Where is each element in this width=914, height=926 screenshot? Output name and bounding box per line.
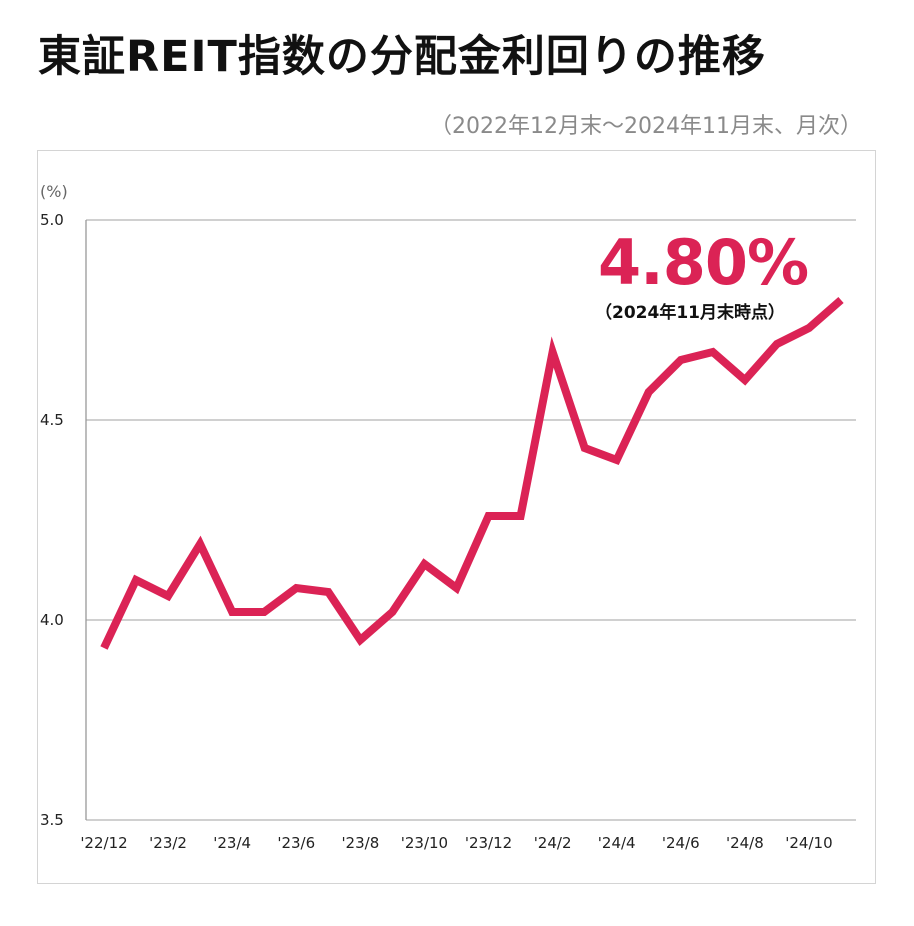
x-tick-label: '23/6 [277,834,315,852]
y-tick-label: 3.5 [40,811,64,829]
x-tick-label: '23/12 [465,834,512,852]
x-tick-labels: '22/12 '23/2 '23/4 '23/6 '23/8 '23/10 '23/12 '2… [80,834,832,852]
x-tick-label: '24/6 [662,834,700,852]
x-tick-label: '23/2 [149,834,187,852]
series-layer [100,296,844,650]
x-tick-label: '24/8 [726,834,764,852]
chart-title: 東証REIT指数の分配金利回りの推移 [38,32,766,82]
x-tick-label: '22/12 [80,834,127,852]
x-tick-label: '23/8 [341,834,379,852]
y-axis-unit-label: (%) [40,182,68,201]
x-tick-label: '24/2 [534,834,572,852]
y-tick-label: 4.0 [40,611,64,629]
series-line [100,296,844,650]
grid-lines [85,219,856,821]
x-tick-label: '24/10 [785,834,832,852]
x-tick-label: '23/4 [213,834,251,852]
y-tick-label: 4.5 [40,411,64,429]
y-tick-label: 5.0 [40,211,64,229]
chart-subtitle: （2022年12月末〜2024年11月末、月次） [430,114,862,139]
latest-value-callout: 4.80% [598,226,809,299]
x-tick-label: '24/4 [598,834,636,852]
x-tick-label: '23/10 [401,834,448,852]
latest-value-note: （2024年11月末時点） [595,303,785,323]
chart-frame [37,150,876,884]
y-tick-labels: 5.0 4.5 4.0 3.5 [40,211,64,829]
